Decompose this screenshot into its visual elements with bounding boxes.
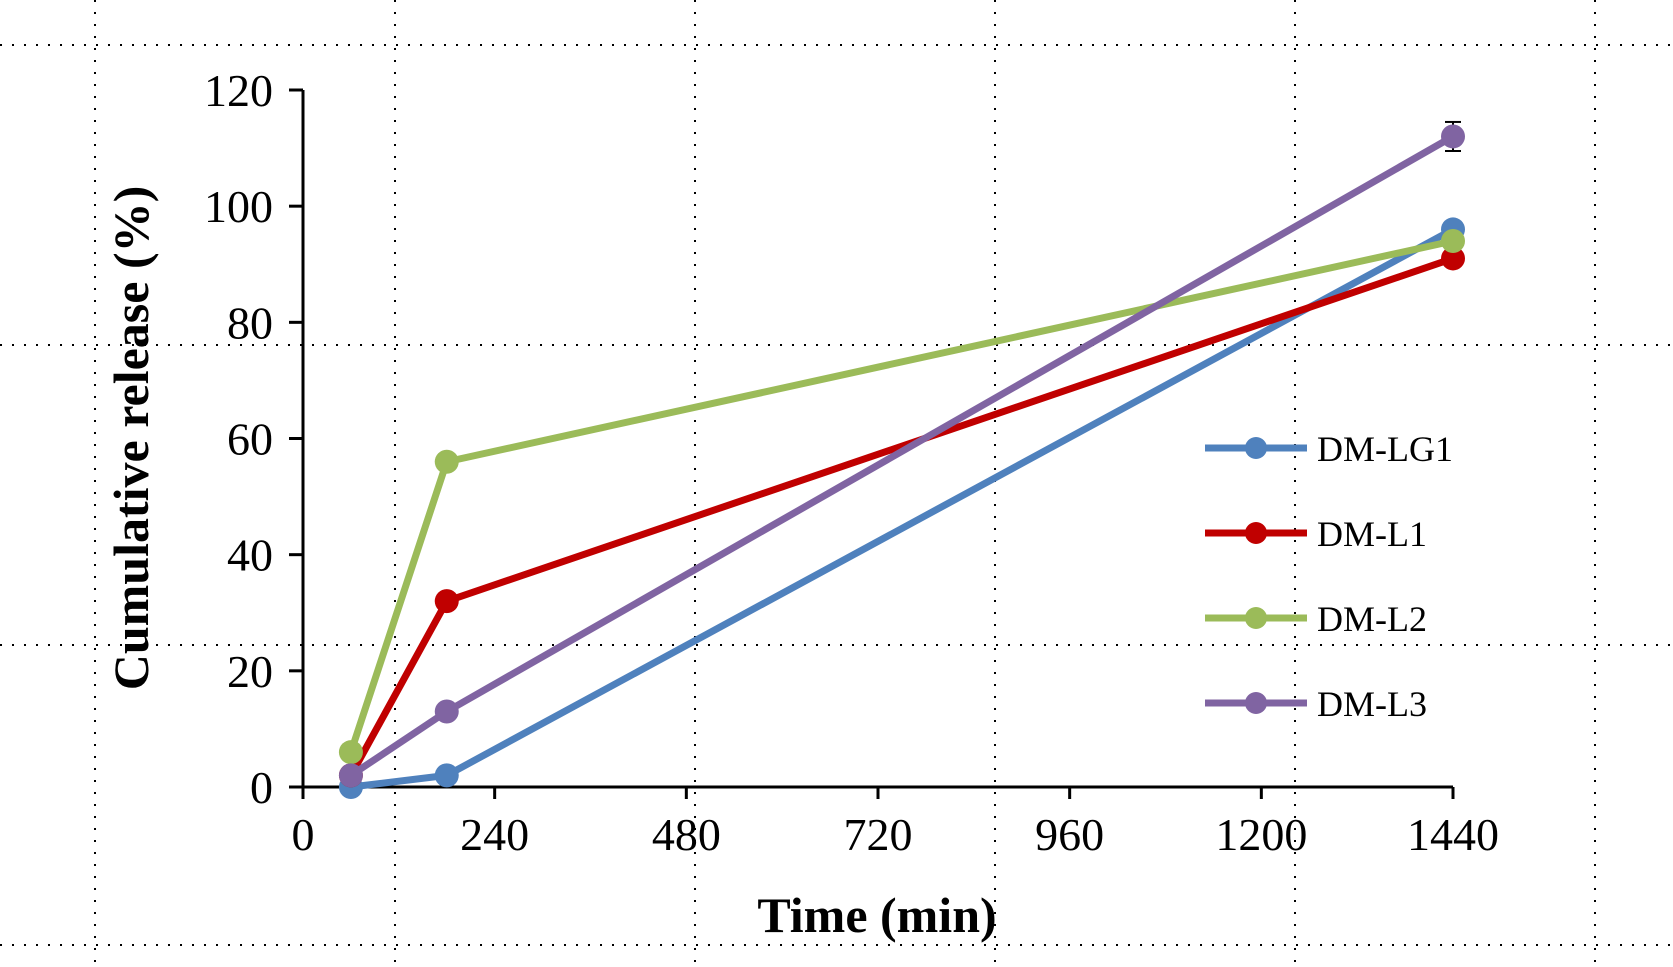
x-tick-label: 1440 [1407,809,1499,860]
data-point [338,763,363,788]
data-point [434,763,459,788]
x-ticks: 0 240 480 720 960 1200 1440 [292,787,1499,860]
legend-swatch-marker [1245,437,1267,459]
data-point [1441,124,1465,149]
data-point [434,699,459,724]
legend-item: DM-L2 [1205,599,1427,639]
data-point [1441,246,1465,271]
data-point [434,449,459,474]
x-tick-label: 1200 [1215,809,1307,860]
series-dm-l3 [338,120,1465,788]
legend-label: DM-L3 [1317,684,1427,724]
legend-swatch-marker [1245,522,1267,544]
legend-label: DM-L1 [1317,514,1427,554]
y-tick-label: 20 [227,646,273,697]
y-tick-label: 80 [227,297,273,348]
y-tick-label: 40 [227,530,273,581]
legend-item: DM-L1 [1205,514,1427,554]
y-ticks: 0 20 40 60 80 100 120 [204,65,303,813]
data-point [434,589,459,614]
legend-swatch-marker [1245,692,1267,714]
y-tick-label: 120 [204,65,273,116]
legend-label: DM-LG1 [1317,429,1453,469]
y-tick-label: 0 [250,762,273,813]
axes [301,90,1453,789]
x-tick-label: 240 [460,809,529,860]
x-tick-label: 720 [844,809,913,860]
y-tick-label: 100 [204,181,273,232]
x-tick-label: 960 [1035,809,1104,860]
x-tick-label: 0 [292,809,315,860]
series-layer [338,120,1465,799]
x-tick-label: 480 [652,809,721,860]
legend: DM-LG1 DM-L1 DM-L2 DM-L3 [1205,429,1453,724]
y-tick-label: 60 [227,414,273,465]
x-axis-title: Time (min) [757,887,996,943]
legend-item: DM-LG1 [1205,429,1453,469]
data-point [1441,229,1465,254]
y-axis-title: Cumulative release (%) [103,186,159,691]
series-dm-lg1 [338,217,1465,799]
legend-label: DM-L2 [1317,599,1427,639]
series-line [347,132,1457,779]
legend-item: DM-L3 [1205,684,1427,724]
legend-swatch-marker [1245,607,1267,629]
data-point [338,740,363,765]
series-dm-l2 [338,229,1465,765]
series-line [347,254,1457,779]
